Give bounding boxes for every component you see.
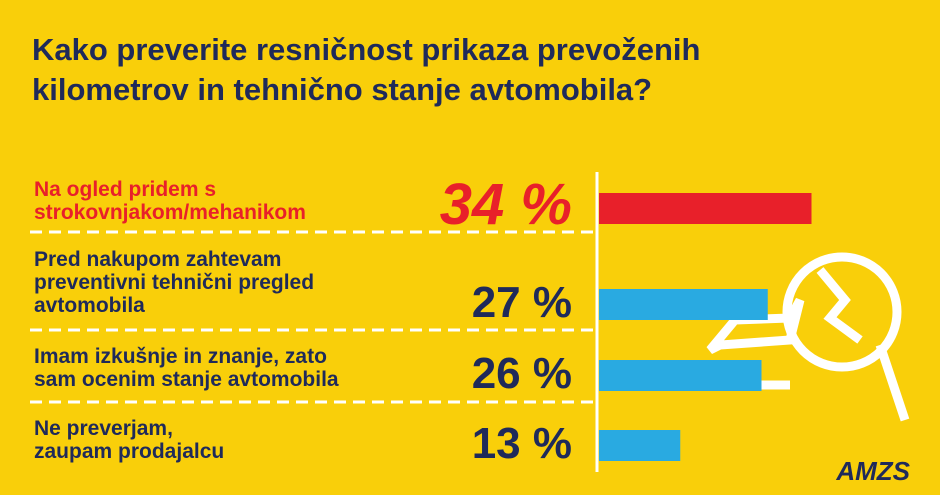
bar xyxy=(599,289,768,320)
car-magnifier-icon xyxy=(706,252,910,422)
bar xyxy=(599,360,762,391)
value-label: 34 % xyxy=(439,172,572,237)
category-label: Ne preverjam, zaupam prodajalcu xyxy=(34,417,225,463)
category-label: Imam izkušnje in znanje, zato sam ocenim… xyxy=(34,345,339,391)
value-label: 27 % xyxy=(471,278,572,327)
bar xyxy=(599,193,812,224)
category-label: Pred nakupom zahtevam preventivni tehnič… xyxy=(34,248,315,317)
bar xyxy=(599,430,681,461)
chart-title: Kako preverite resničnost prikaza prevož… xyxy=(32,32,701,107)
logo: AMZS xyxy=(836,456,910,486)
value-label: 26 % xyxy=(471,349,572,398)
category-label: Na ogled pridem s strokovnjakom/mehaniko… xyxy=(34,178,306,224)
value-label: 13 % xyxy=(471,419,572,468)
